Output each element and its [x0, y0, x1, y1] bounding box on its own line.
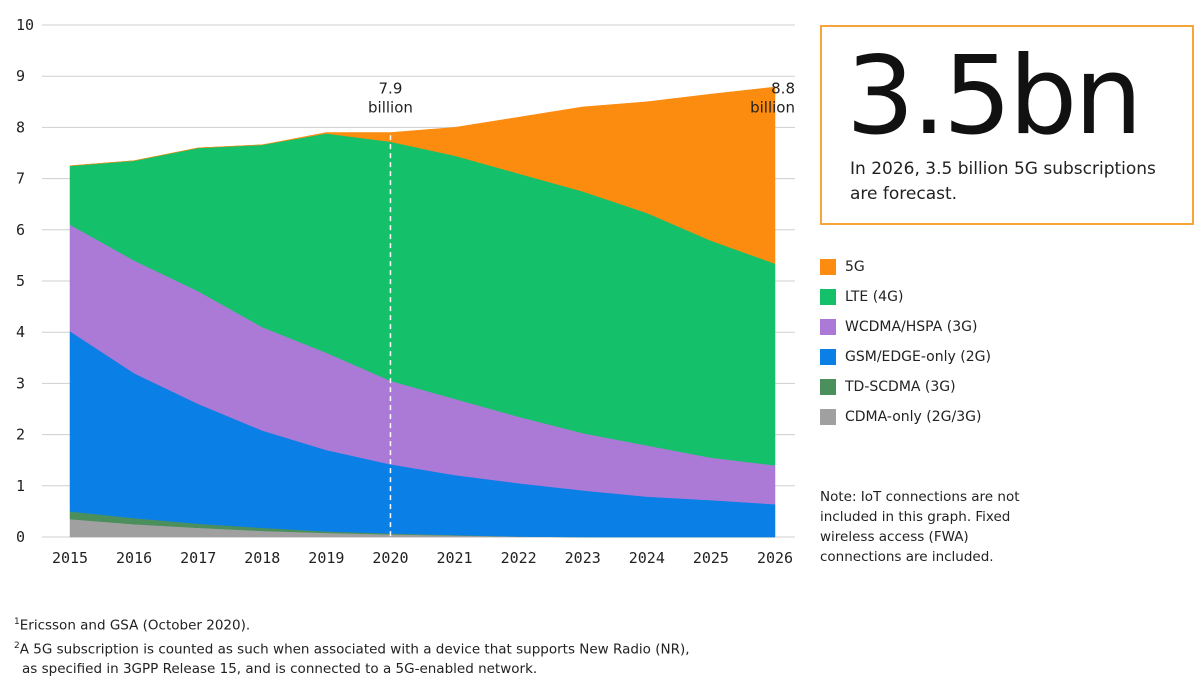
- kpi-box: 3.5bn In 2026, 3.5 billion 5G subscripti…: [820, 25, 1194, 225]
- legend-swatch: [820, 289, 836, 305]
- legend-label: CDMA-only (2G/3G): [845, 409, 982, 425]
- legend-item-cdma-only-2g-3g: CDMA-only (2G/3G): [820, 402, 1080, 432]
- legend-item-wcdma-hspa-3g: WCDMA/HSPA (3G): [820, 312, 1080, 342]
- annotation-2026-unit: billion: [750, 99, 795, 117]
- y-tick-label-10: 10: [16, 16, 34, 34]
- y-tick-label-7: 7: [16, 170, 25, 188]
- legend-label: 5G: [845, 259, 865, 275]
- y-tick-label-0: 0: [16, 528, 25, 546]
- legend-swatch: [820, 349, 836, 365]
- x-tick-label-2017: 2017: [180, 549, 216, 567]
- footnote-1-mark: 1: [14, 617, 20, 627]
- kpi-description: In 2026, 3.5 billion 5G subscriptions ar…: [850, 159, 1156, 204]
- y-tick-label-2: 2: [16, 426, 25, 444]
- x-tick-label-2021: 2021: [436, 549, 472, 567]
- stacked-area-chart: 0 1 2 3 4 5 6 7 8 9 10 2015 2016 2017 2018 2019 2020 2021…: [16, 16, 795, 567]
- legend-item-td-scdma-3g: TD-SCDMA (3G): [820, 372, 1080, 402]
- legend-label: WCDMA/HSPA (3G): [845, 319, 978, 335]
- area-5g: [69, 86, 776, 264]
- chart-note: Note: IoT connections are not included i…: [820, 489, 1020, 565]
- kpi-value: 3.5bn: [846, 34, 1143, 159]
- legend-label: GSM/EDGE-only (2G): [845, 349, 991, 365]
- y-tick-label-8: 8: [16, 118, 25, 136]
- x-tick-label-2020: 2020: [372, 549, 408, 567]
- y-tick-label-4: 4: [16, 323, 25, 341]
- x-tick-label-2019: 2019: [308, 549, 344, 567]
- y-tick-label-6: 6: [16, 221, 25, 239]
- legend-swatch: [820, 319, 836, 335]
- x-tick-label-2023: 2023: [565, 549, 601, 567]
- x-tick-label-2022: 2022: [501, 549, 537, 567]
- y-tick-label-5: 5: [16, 272, 25, 290]
- axis-labels: 0 1 2 3 4 5 6 7 8 9 10 2015 2016 2017 2018 2019 2020 2021…: [16, 16, 793, 567]
- area-series: [69, 86, 776, 538]
- y-tick-label-9: 9: [16, 67, 25, 85]
- legend-label: LTE (4G): [845, 289, 904, 305]
- x-tick-label-2015: 2015: [52, 549, 88, 567]
- chart-legend: 5G LTE (4G) WCDMA/HSPA (3G) GSM/EDGE-only (…: [820, 252, 1080, 432]
- footnote-2: 2A 5G subscription is counted as such wh…: [14, 636, 1014, 660]
- legend-item-lte-4g: LTE (4G): [820, 282, 1080, 312]
- legend-item-gsm-edge-only-2g: GSM/EDGE-only (2G): [820, 342, 1080, 372]
- y-tick-label-3: 3: [16, 374, 25, 392]
- x-tick-label-2025: 2025: [693, 549, 729, 567]
- annotation-2026-value: 8.8: [771, 80, 795, 98]
- footnote-1: 1Ericsson and GSA (October 2020).: [14, 612, 1014, 636]
- x-tick-label-2018: 2018: [244, 549, 280, 567]
- y-tick-label-1: 1: [16, 477, 25, 495]
- annotation-2020-unit: billion: [368, 99, 413, 117]
- legend-swatch: [820, 379, 836, 395]
- footnotes: 1Ericsson and GSA (October 2020). 2A 5G …: [14, 612, 1014, 679]
- x-tick-label-2024: 2024: [629, 549, 665, 567]
- annotation-2020-value: 7.9: [379, 80, 403, 98]
- x-tick-label-2026: 2026: [757, 549, 793, 567]
- x-tick-label-2016: 2016: [116, 549, 152, 567]
- footnote-2-text: A 5G subscription is counted as such whe…: [19, 641, 690, 657]
- legend-swatch: [820, 409, 836, 425]
- footnote-2-continued: as specified in 3GPP Release 15, and is …: [22, 661, 538, 677]
- legend-swatch: [820, 259, 836, 275]
- legend-label: TD-SCDMA (3G): [845, 379, 956, 395]
- legend-item-5g: 5G: [820, 252, 1080, 282]
- footnote-1-text: Ericsson and GSA (October 2020).: [19, 617, 251, 634]
- footnote-2-mark: 2: [14, 640, 20, 651]
